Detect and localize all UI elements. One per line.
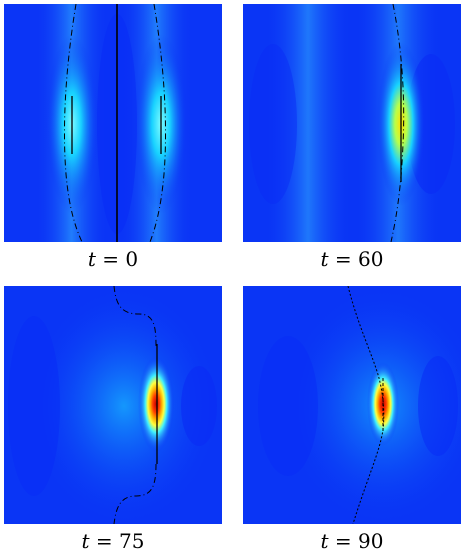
caption-t60: t = 60 — [243, 248, 461, 270]
dashdot-contour — [113, 463, 157, 524]
heatmap-panel-t90 — [243, 286, 461, 524]
heatmap-panel-t60 — [243, 4, 461, 242]
field-halo — [24, 286, 222, 524]
heatmap-panel-t0 — [4, 4, 222, 242]
heatmap-t90-plot — [243, 286, 461, 524]
field-peak — [138, 356, 174, 452]
heatmap-panel-t75 — [4, 286, 222, 524]
caption-value: = 75 — [95, 529, 145, 553]
caption-variable: t — [320, 247, 329, 271]
caption-t0: t = 0 — [4, 248, 222, 270]
dashdot-contour — [390, 4, 405, 242]
caption-variable: t — [87, 247, 96, 271]
dashdot-contour — [113, 286, 157, 347]
caption-value: = 60 — [334, 247, 384, 271]
caption-t90: t = 90 — [243, 530, 461, 552]
dotted-contour — [347, 286, 385, 524]
heatmap-t60-plot — [243, 4, 461, 242]
caption-value: = 0 — [102, 247, 139, 271]
heatmap-t75-plot — [4, 286, 222, 524]
heatmap-t0-plot — [4, 4, 222, 242]
caption-value: = 90 — [334, 529, 384, 553]
caption-t75: t = 75 — [4, 530, 222, 552]
caption-variable: t — [320, 529, 329, 553]
caption-variable: t — [81, 529, 90, 553]
